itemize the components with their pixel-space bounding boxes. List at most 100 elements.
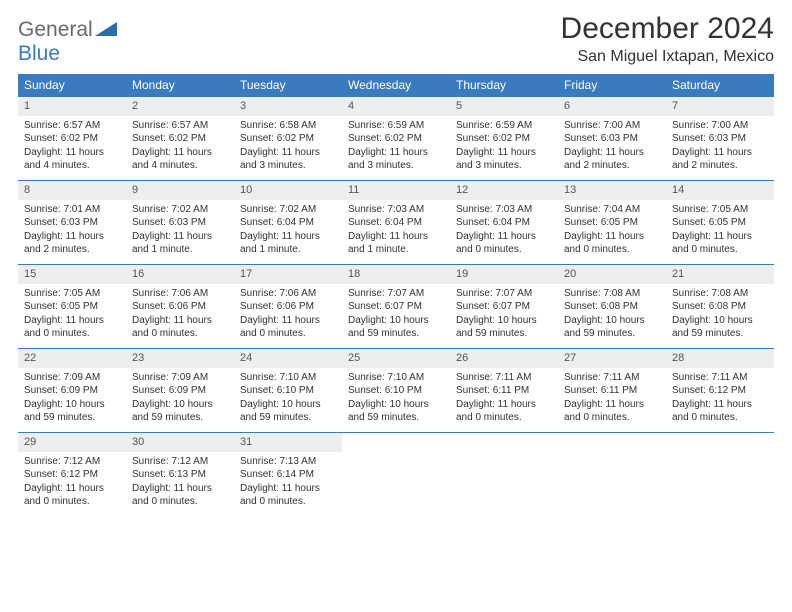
empty-cell xyxy=(342,433,450,516)
weekday-header: Sunday xyxy=(18,74,126,96)
logo-triangle-icon xyxy=(95,20,117,36)
daylight-text: Daylight: 11 hours and 0 minutes. xyxy=(240,482,336,509)
daylight-text: Daylight: 11 hours and 1 minute. xyxy=(132,230,228,257)
day-body: Sunrise: 7:12 AMSunset: 6:12 PMDaylight:… xyxy=(18,452,126,515)
day-number: 16 xyxy=(126,265,234,284)
day-cell: 12Sunrise: 7:03 AMSunset: 6:04 PMDayligh… xyxy=(450,181,558,264)
day-number: 31 xyxy=(234,433,342,452)
day-body: Sunrise: 7:05 AMSunset: 6:05 PMDaylight:… xyxy=(18,284,126,347)
day-cell: 20Sunrise: 7:08 AMSunset: 6:08 PMDayligh… xyxy=(558,265,666,348)
day-cell: 7Sunrise: 7:00 AMSunset: 6:03 PMDaylight… xyxy=(666,97,774,180)
sunrise-text: Sunrise: 6:59 AM xyxy=(456,119,552,133)
daylight-text: Daylight: 11 hours and 0 minutes. xyxy=(24,314,120,341)
day-body: Sunrise: 7:07 AMSunset: 6:07 PMDaylight:… xyxy=(342,284,450,347)
sunrise-text: Sunrise: 7:13 AM xyxy=(240,455,336,469)
day-cell: 31Sunrise: 7:13 AMSunset: 6:14 PMDayligh… xyxy=(234,433,342,516)
sunrise-text: Sunrise: 6:59 AM xyxy=(348,119,444,133)
day-body: Sunrise: 7:05 AMSunset: 6:05 PMDaylight:… xyxy=(666,200,774,263)
day-body: Sunrise: 7:08 AMSunset: 6:08 PMDaylight:… xyxy=(558,284,666,347)
daylight-text: Daylight: 10 hours and 59 minutes. xyxy=(240,398,336,425)
week-row: 22Sunrise: 7:09 AMSunset: 6:09 PMDayligh… xyxy=(18,348,774,432)
day-cell: 18Sunrise: 7:07 AMSunset: 6:07 PMDayligh… xyxy=(342,265,450,348)
sunset-text: Sunset: 6:06 PM xyxy=(132,300,228,314)
daylight-text: Daylight: 11 hours and 0 minutes. xyxy=(564,230,660,257)
sunset-text: Sunset: 6:03 PM xyxy=(132,216,228,230)
sunset-text: Sunset: 6:09 PM xyxy=(132,384,228,398)
empty-cell xyxy=(666,433,774,516)
day-body: Sunrise: 7:11 AMSunset: 6:11 PMDaylight:… xyxy=(558,368,666,431)
logo-text-general: General xyxy=(18,18,93,41)
day-number: 17 xyxy=(234,265,342,284)
day-body: Sunrise: 7:00 AMSunset: 6:03 PMDaylight:… xyxy=(558,116,666,179)
day-number: 25 xyxy=(342,349,450,368)
sunrise-text: Sunrise: 6:57 AM xyxy=(132,119,228,133)
sunset-text: Sunset: 6:02 PM xyxy=(24,132,120,146)
sunset-text: Sunset: 6:06 PM xyxy=(240,300,336,314)
daylight-text: Daylight: 10 hours and 59 minutes. xyxy=(456,314,552,341)
day-number: 3 xyxy=(234,97,342,116)
sunrise-text: Sunrise: 7:03 AM xyxy=(348,203,444,217)
day-cell: 21Sunrise: 7:08 AMSunset: 6:08 PMDayligh… xyxy=(666,265,774,348)
sunrise-text: Sunrise: 7:03 AM xyxy=(456,203,552,217)
day-cell: 26Sunrise: 7:11 AMSunset: 6:11 PMDayligh… xyxy=(450,349,558,432)
day-number: 2 xyxy=(126,97,234,116)
daylight-text: Daylight: 11 hours and 0 minutes. xyxy=(132,482,228,509)
daylight-text: Daylight: 11 hours and 0 minutes. xyxy=(132,314,228,341)
weekday-header-row: SundayMondayTuesdayWednesdayThursdayFrid… xyxy=(18,74,774,96)
location: San Miguel Ixtapan, Mexico xyxy=(561,48,774,66)
sunset-text: Sunset: 6:13 PM xyxy=(132,468,228,482)
day-body: Sunrise: 7:06 AMSunset: 6:06 PMDaylight:… xyxy=(126,284,234,347)
sunrise-text: Sunrise: 7:07 AM xyxy=(456,287,552,301)
month-title: December 2024 xyxy=(561,12,774,46)
sunrise-text: Sunrise: 6:58 AM xyxy=(240,119,336,133)
day-number: 20 xyxy=(558,265,666,284)
daylight-text: Daylight: 11 hours and 2 minutes. xyxy=(24,230,120,257)
day-cell: 23Sunrise: 7:09 AMSunset: 6:09 PMDayligh… xyxy=(126,349,234,432)
daylight-text: Daylight: 11 hours and 0 minutes. xyxy=(240,314,336,341)
sunrise-text: Sunrise: 7:00 AM xyxy=(564,119,660,133)
day-number: 13 xyxy=(558,181,666,200)
day-cell: 4Sunrise: 6:59 AMSunset: 6:02 PMDaylight… xyxy=(342,97,450,180)
sunrise-text: Sunrise: 7:10 AM xyxy=(240,371,336,385)
day-body: Sunrise: 6:59 AMSunset: 6:02 PMDaylight:… xyxy=(450,116,558,179)
daylight-text: Daylight: 11 hours and 1 minute. xyxy=(240,230,336,257)
daylight-text: Daylight: 10 hours and 59 minutes. xyxy=(348,398,444,425)
sunset-text: Sunset: 6:05 PM xyxy=(24,300,120,314)
day-number: 10 xyxy=(234,181,342,200)
logo: General Blue xyxy=(18,12,117,66)
day-body: Sunrise: 7:13 AMSunset: 6:14 PMDaylight:… xyxy=(234,452,342,515)
sunset-text: Sunset: 6:09 PM xyxy=(24,384,120,398)
day-body: Sunrise: 7:00 AMSunset: 6:03 PMDaylight:… xyxy=(666,116,774,179)
day-number: 26 xyxy=(450,349,558,368)
day-number: 6 xyxy=(558,97,666,116)
day-number: 7 xyxy=(666,97,774,116)
day-number: 22 xyxy=(18,349,126,368)
day-number: 15 xyxy=(18,265,126,284)
sunset-text: Sunset: 6:08 PM xyxy=(564,300,660,314)
day-cell: 9Sunrise: 7:02 AMSunset: 6:03 PMDaylight… xyxy=(126,181,234,264)
sunset-text: Sunset: 6:04 PM xyxy=(348,216,444,230)
day-body: Sunrise: 7:09 AMSunset: 6:09 PMDaylight:… xyxy=(18,368,126,431)
sunrise-text: Sunrise: 7:07 AM xyxy=(348,287,444,301)
day-number: 23 xyxy=(126,349,234,368)
sunrise-text: Sunrise: 7:09 AM xyxy=(24,371,120,385)
sunrise-text: Sunrise: 7:08 AM xyxy=(672,287,768,301)
week-row: 8Sunrise: 7:01 AMSunset: 6:03 PMDaylight… xyxy=(18,180,774,264)
day-number: 28 xyxy=(666,349,774,368)
sunset-text: Sunset: 6:03 PM xyxy=(564,132,660,146)
sunrise-text: Sunrise: 7:06 AM xyxy=(240,287,336,301)
daylight-text: Daylight: 11 hours and 2 minutes. xyxy=(672,146,768,173)
sunrise-text: Sunrise: 7:02 AM xyxy=(240,203,336,217)
weekday-header: Saturday xyxy=(666,74,774,96)
weekday-header: Monday xyxy=(126,74,234,96)
day-cell: 25Sunrise: 7:10 AMSunset: 6:10 PMDayligh… xyxy=(342,349,450,432)
week-row: 1Sunrise: 6:57 AMSunset: 6:02 PMDaylight… xyxy=(18,96,774,180)
sunset-text: Sunset: 6:02 PM xyxy=(240,132,336,146)
sunset-text: Sunset: 6:10 PM xyxy=(240,384,336,398)
day-body: Sunrise: 7:01 AMSunset: 6:03 PMDaylight:… xyxy=(18,200,126,263)
day-number: 27 xyxy=(558,349,666,368)
day-cell: 24Sunrise: 7:10 AMSunset: 6:10 PMDayligh… xyxy=(234,349,342,432)
sunset-text: Sunset: 6:11 PM xyxy=(564,384,660,398)
day-body: Sunrise: 7:02 AMSunset: 6:03 PMDaylight:… xyxy=(126,200,234,263)
sunrise-text: Sunrise: 7:05 AM xyxy=(24,287,120,301)
